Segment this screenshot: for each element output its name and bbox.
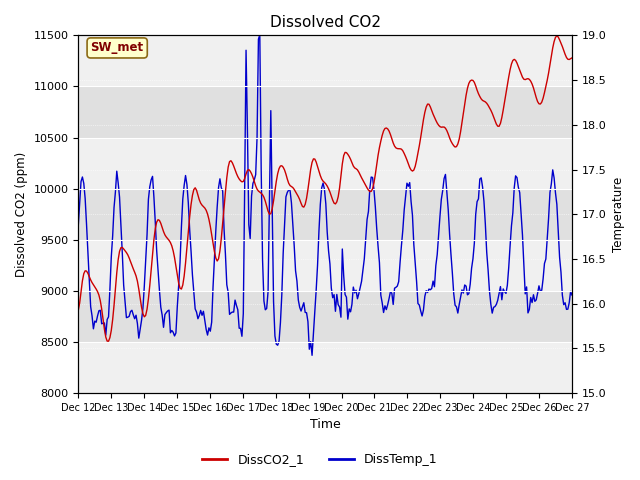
Bar xyxy=(78,342,572,393)
Bar xyxy=(78,36,572,86)
Bar xyxy=(78,240,572,291)
Bar xyxy=(78,291,572,342)
Bar xyxy=(78,189,572,240)
Title: Dissolved CO2: Dissolved CO2 xyxy=(269,15,381,30)
Bar xyxy=(78,138,572,189)
Text: SW_met: SW_met xyxy=(91,41,144,54)
X-axis label: Time: Time xyxy=(310,419,340,432)
Y-axis label: Dissolved CO2 (ppm): Dissolved CO2 (ppm) xyxy=(15,152,28,277)
Legend: DissCO2_1, DissTemp_1: DissCO2_1, DissTemp_1 xyxy=(197,448,443,471)
Bar xyxy=(78,86,572,138)
Y-axis label: Temperature: Temperature xyxy=(612,177,625,252)
